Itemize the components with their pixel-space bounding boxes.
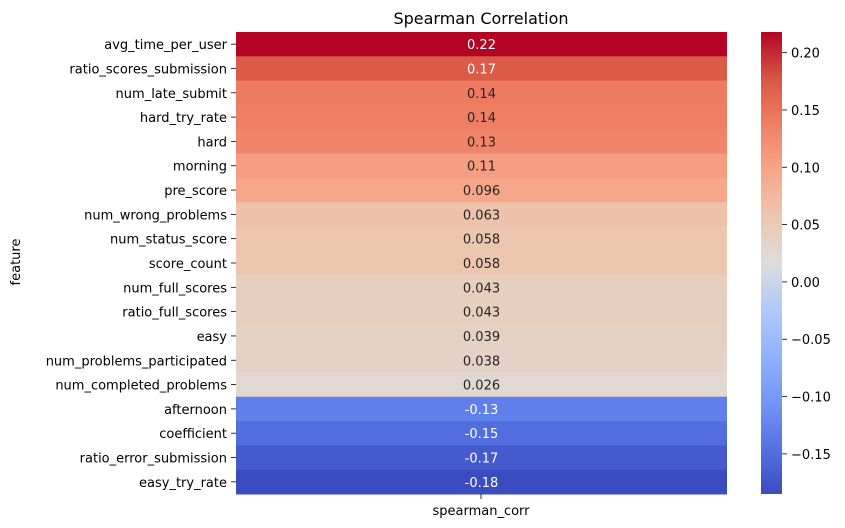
heatmap-cell (236, 299, 727, 325)
heatmap-cells: 0.22 0.17 0.14 0.14 0.13 0.11 0.096 0.063 0.058 0… (236, 32, 727, 495)
y-tick-label: num_wrong_problems (84, 208, 227, 223)
cell-value-label: 0.13 (467, 135, 496, 150)
cell-value-label: -0.13 (465, 403, 499, 418)
y-tick-label: hard_try_rate (140, 111, 227, 126)
y-tick-label: easy_try_rate (139, 476, 227, 491)
colorbar-ticks: 0.20 0.15 0.10 0.05 0.00 −0.05 −0.10 −0.15 (782, 47, 831, 463)
y-tick-label: num_problems_participated (46, 354, 227, 369)
y-tick-label: num_late_submit (116, 87, 227, 102)
colorbar: 0.20 0.15 0.10 0.05 0.00 −0.05 −0.10 −0.15 (761, 32, 831, 494)
cell-value-label: 0.043 (463, 281, 500, 296)
cell-value-label: 0.039 (463, 330, 500, 345)
cell-value-label: 0.063 (463, 208, 500, 223)
colorbar-tick-label: −0.10 (791, 391, 831, 406)
colorbar-tick-label: 0.10 (791, 161, 820, 176)
cell-value-label: -0.17 (465, 452, 499, 467)
heatmap-cell (236, 177, 727, 203)
colorbar-tick-label: −0.15 (791, 448, 831, 463)
heatmap-cell (236, 348, 727, 373)
heatmap-cell (236, 469, 727, 495)
y-tick-label: num_status_score (110, 233, 227, 248)
cell-value-label: 0.14 (467, 87, 496, 102)
cell-value-label: 0.096 (463, 184, 500, 199)
heatmap-cell (236, 396, 727, 422)
heatmap-cell (236, 80, 727, 106)
cell-value-label: 0.058 (463, 257, 500, 272)
y-tick-label: hard (197, 135, 227, 150)
cell-value-label: -0.18 (465, 476, 499, 491)
heatmap-cell (236, 202, 727, 228)
y-tick-label: afternoon (164, 403, 227, 418)
y-tick-label: score_count (149, 257, 227, 272)
cell-value-label: 0.14 (467, 111, 496, 126)
y-tick-label: morning (173, 160, 227, 175)
y-axis-label: feature (9, 239, 24, 286)
cell-value-label: 0.22 (467, 38, 496, 53)
colorbar-tick-label: 0.15 (791, 104, 820, 119)
cell-value-label: 0.043 (463, 306, 500, 321)
cell-value-label: 0.026 (463, 379, 500, 394)
row-labels: avg_time_per_user ratio_scores_submission… (46, 38, 236, 491)
heatmap-cell (236, 153, 727, 179)
cell-value-label: 0.17 (467, 62, 496, 77)
y-tick-label: num_completed_problems (55, 379, 227, 394)
heatmap-cell (236, 129, 727, 155)
y-tick-label: avg_time_per_user (104, 38, 227, 53)
y-tick-label: ratio_error_submission (80, 452, 227, 467)
chart-title: Spearman Correlation (393, 9, 568, 28)
heatmap-cell (236, 445, 727, 471)
heatmap-cell (236, 104, 727, 130)
colorbar-tick-label: −0.05 (791, 333, 831, 348)
x-tick-label: spearman_corr (432, 504, 530, 519)
cell-value-label: 0.058 (463, 233, 500, 248)
y-tick-label: ratio_scores_submission (69, 62, 227, 77)
column-label-group: spearman_corr (432, 494, 530, 519)
colorbar-tick-label: 0.05 (791, 219, 820, 234)
y-tick-label: pre_score (164, 184, 227, 199)
heatmap-cell (236, 421, 727, 446)
colorbar-tick-label: 0.00 (791, 276, 820, 291)
heatmap-cell (236, 32, 727, 57)
colorbar-gradient (761, 32, 782, 494)
heatmap-cell (236, 250, 727, 276)
heatmap-cell (236, 372, 727, 398)
heatmap-cell (236, 275, 727, 300)
colorbar-tick-label: 0.20 (791, 47, 820, 62)
heatmap-cell (236, 56, 727, 82)
cell-value-label: 0.038 (463, 354, 500, 369)
heatmap-cell (236, 323, 727, 349)
heatmap-cell (236, 226, 727, 252)
y-tick-label: num_full_scores (123, 281, 227, 296)
y-tick-label: easy (197, 330, 228, 345)
y-tick-label: ratio_full_scores (122, 306, 227, 321)
y-tick-label: coefficient (159, 427, 227, 442)
cell-value-label: 0.11 (467, 160, 496, 175)
cell-value-label: -0.15 (465, 427, 499, 442)
